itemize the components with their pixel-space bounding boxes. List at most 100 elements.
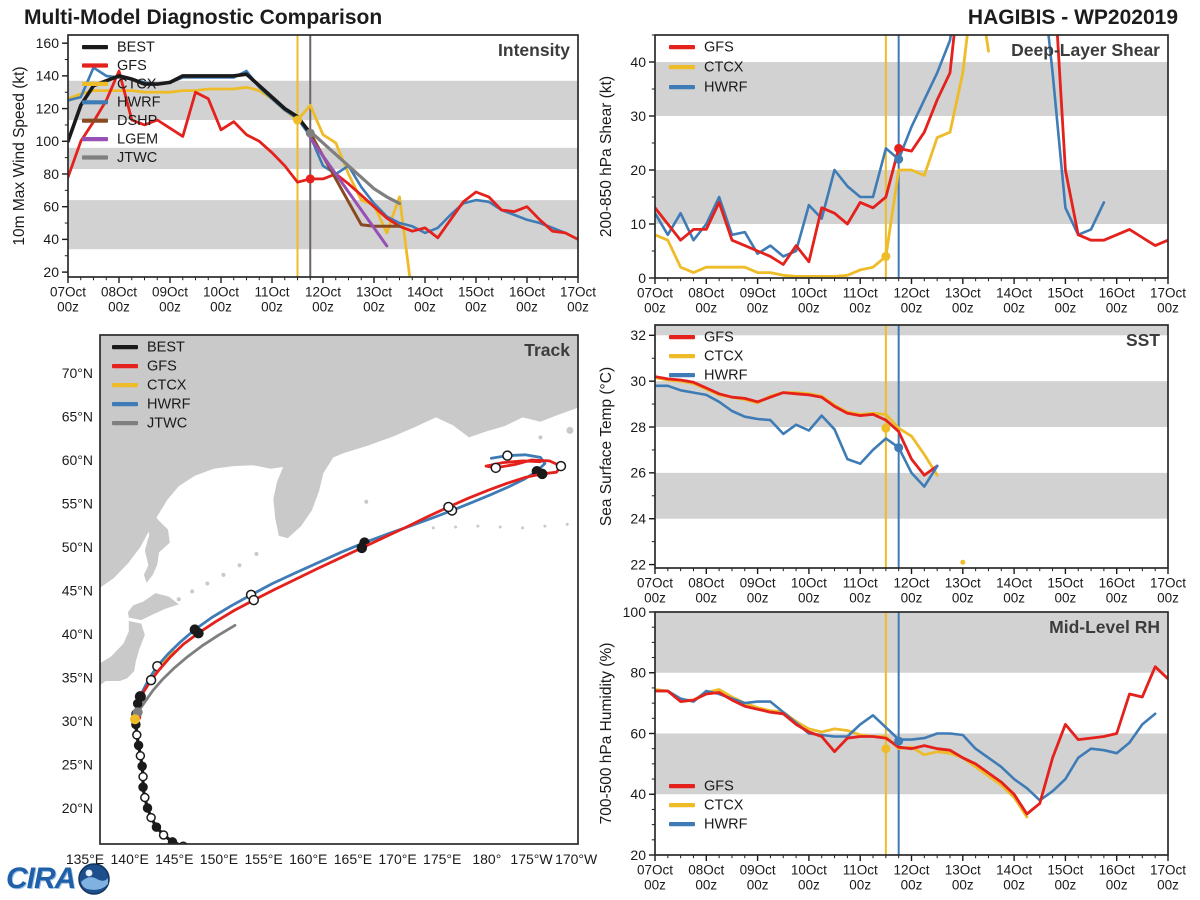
- lon-label: 145°E: [155, 851, 193, 867]
- lat-label: 25°N: [62, 757, 93, 773]
- track-fix-marker: [142, 803, 153, 813]
- y-tick-label: 140: [36, 68, 60, 84]
- y-tick-label: 10: [630, 216, 646, 232]
- lat-label: 70°N: [62, 365, 93, 381]
- x-tick-date: 12Oct: [893, 863, 929, 878]
- x-tick-hour: 00z: [1003, 878, 1025, 893]
- legend-label: GFS: [704, 40, 734, 56]
- island: [521, 526, 525, 530]
- x-tick-date: 08Oct: [688, 863, 724, 878]
- legend-item-ctcx: CTCX: [669, 349, 744, 365]
- x-tick-date: 13Oct: [945, 863, 981, 878]
- legend-label: CTCX: [704, 798, 744, 814]
- track-jtwc: [136, 623, 237, 714]
- x-axis: 07Oct00z08Oct00z09Oct00z10Oct00z11Oct00z…: [637, 855, 1186, 893]
- x-tick-hour: 00z: [1055, 301, 1077, 316]
- legend-label: HWRF: [704, 817, 748, 833]
- x-tick-hour: 00z: [1157, 878, 1179, 893]
- x-tick-hour: 00z: [1157, 591, 1179, 606]
- x-tick-date: 15Oct: [1047, 286, 1083, 301]
- init-marker: [894, 143, 904, 153]
- x-tick-hour: 00z: [1106, 591, 1128, 606]
- panel-title: Deep-Layer Shear: [1011, 40, 1160, 60]
- track-hwrf: [137, 453, 547, 704]
- chart-sst: 07Oct00z08Oct00z09Oct00z10Oct00z11Oct00z…: [598, 324, 1186, 606]
- track-fix-marker: [446, 505, 458, 516]
- y-tick-label: 26: [630, 465, 646, 481]
- x-tick-hour: 00z: [210, 300, 232, 315]
- x-tick-hour: 00z: [747, 878, 769, 893]
- lat-label: 40°N: [62, 626, 93, 642]
- island: [221, 572, 226, 577]
- lon-label: 165°E: [334, 851, 372, 867]
- island: [205, 581, 210, 586]
- x-tick-date: 07Oct: [637, 286, 673, 301]
- y-tick-label: 60: [43, 198, 59, 214]
- y-axis: 22 24 26 28 30 32: [630, 327, 655, 572]
- legend-item-best: BEST: [112, 340, 185, 356]
- y-tick-label: 100: [36, 133, 60, 149]
- x-tick-hour: 00z: [465, 300, 487, 315]
- x-tick-date: 10Oct: [791, 576, 827, 591]
- init-position-marker: [132, 707, 143, 718]
- legend-item-gfs: GFS: [669, 40, 734, 56]
- y-tick-label: 20: [630, 162, 646, 178]
- x-tick-hour: 00z: [261, 300, 283, 315]
- legend-label: CTCX: [147, 378, 187, 394]
- x-tick-date: 15Oct: [458, 285, 494, 300]
- lon-label: 160°E: [289, 851, 327, 867]
- legend-item-gfs: GFS: [82, 58, 147, 74]
- x-tick-date: 17Oct: [1150, 286, 1186, 301]
- series-jtwc: [308, 129, 402, 205]
- y-axis-title: 700-500 hPa Humidity (%): [598, 643, 615, 825]
- x-tick-hour: 00z: [952, 878, 974, 893]
- init-marker: [894, 736, 904, 746]
- x-tick-date: 14Oct: [996, 286, 1032, 301]
- series-ctcx: [655, 376, 939, 477]
- track-fix-marker: [189, 624, 201, 635]
- lon-label: 150°E: [200, 851, 238, 867]
- x-tick-hour: 00z: [159, 300, 181, 315]
- track-fix-marker: [145, 674, 157, 686]
- series-best: [68, 72, 313, 144]
- x-tick-date: 16Oct: [1099, 286, 1135, 301]
- y-tick-label: 80: [43, 166, 59, 182]
- legend-item-dshp: DSHP: [82, 113, 157, 129]
- x-tick-date: 09Oct: [740, 576, 776, 591]
- init-position-marker: [134, 691, 146, 703]
- init-marker: [881, 251, 891, 261]
- island: [543, 524, 547, 528]
- x-tick-date: 13Oct: [945, 286, 981, 301]
- x-tick-date: 14Oct: [996, 576, 1032, 591]
- map-lat-axis: 70°N 65°N 60°N 55°N 50°N 45°N 40°N 35°N 30°N 25°N…: [62, 365, 93, 816]
- x-tick-hour: 00z: [952, 301, 974, 316]
- x-tick-hour: 00z: [849, 591, 871, 606]
- x-tick-date: 07Oct: [637, 576, 673, 591]
- track-fix-marker: [137, 761, 147, 771]
- track-fix-marker: [245, 589, 257, 601]
- legend-label: HWRF: [704, 80, 748, 96]
- x-axis: 07Oct00z08Oct00z09Oct00z10Oct00z11Oct00z…: [637, 568, 1186, 606]
- y-tick-label: 30: [630, 108, 646, 124]
- x-tick-hour: 00z: [312, 300, 334, 315]
- y-tick-label: 20: [43, 264, 59, 280]
- x-tick-date: 15Oct: [1047, 576, 1083, 591]
- legend-label: CTCX: [117, 76, 157, 92]
- track-ctcx: [133, 650, 176, 721]
- track-fix-marker: [132, 698, 143, 709]
- track-fix-marker: [140, 792, 150, 803]
- y-tick-label: 0: [638, 270, 646, 286]
- category-band: [655, 62, 1168, 116]
- legend-label: GFS: [147, 359, 177, 375]
- series-gfs: [655, 375, 939, 477]
- x-tick-hour: 00z: [1055, 591, 1077, 606]
- x-axis: 07Oct00z08Oct00z09Oct00z10Oct00z11Oct00z…: [50, 277, 596, 315]
- legend-item-ctcx: CTCX: [82, 76, 157, 92]
- chart-intensity: 07Oct00z08Oct00z09Oct00z10Oct00z11Oct00z…: [11, 34, 596, 315]
- x-tick-date: 14Oct: [996, 863, 1032, 878]
- series-ctcx: [655, 35, 990, 278]
- lat-label: 35°N: [62, 670, 93, 686]
- y-axis-title: 200-850 hPa Shear (kt): [598, 76, 615, 237]
